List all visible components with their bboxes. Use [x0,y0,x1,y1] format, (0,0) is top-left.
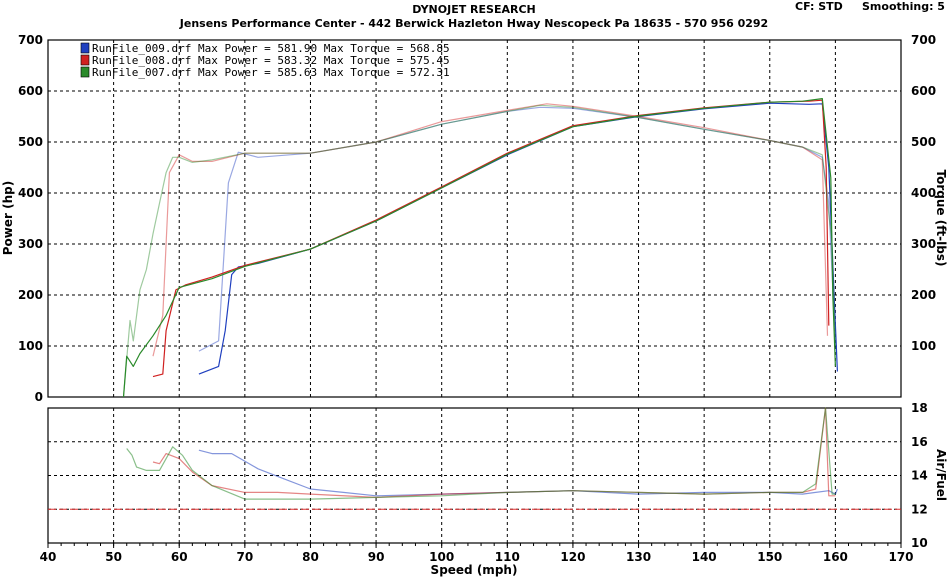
y-tick-label-power: 600 [18,84,43,98]
x-tick-label: 100 [429,550,454,564]
air-fuel-series [126,407,838,500]
smoothing-label: Smoothing: 5 [862,0,945,13]
x-tick-label: 50 [105,550,122,564]
y-tick-label-air-fuel: 18 [911,401,928,415]
torque-curve [152,103,829,357]
y-tick-label-power: 100 [18,339,43,353]
x-tick-label: 70 [236,550,253,564]
x-tick-label: 150 [757,550,782,564]
power-torque-frame [47,39,902,398]
y-axis-label-air-fuel: Air/Fuel [934,449,948,501]
legend-swatch [80,42,90,54]
y-tick-label-torque: 600 [911,84,936,98]
y-tick-label-power: 300 [18,237,43,251]
y-axis-label-torque: Torque (ft-lbs) [934,170,948,267]
y-tick-label-power: 500 [18,135,43,149]
y-tick-label-torque: 100 [911,339,936,353]
air-fuel-curve [126,407,836,500]
y-tick-label-torque: 200 [911,288,936,302]
x-tick-label: 160 [823,550,848,564]
y-tick-label-power: 400 [18,186,43,200]
x-tick-label: 170 [888,550,913,564]
x-axis-label-speed: Speed (mph) [431,563,518,577]
y-tick-label-air-fuel: 10 [911,536,928,550]
legend: RunFile_009.drf Max Power = 581.90 Max T… [80,42,450,79]
legend-swatch [80,66,90,78]
torque-curve [198,106,836,352]
x-tick-label: 90 [368,550,385,564]
air-fuel-curve [198,449,838,497]
legend-entry: RunFile_009.drf Max Power = 581.90 Max T… [92,42,450,55]
chart-subtitle: Jensens Performance Center - 442 Berwick… [179,17,768,30]
air-fuel-grid [47,407,902,544]
y-axis-label-power: Power (hp) [1,181,15,255]
x-tick-label: 80 [302,550,319,564]
y-tick-label-air-fuel: 16 [911,435,928,449]
legend-entry: RunFile_007.drf Max Power = 585.63 Max T… [92,66,450,79]
y-tick-label-air-fuel: 12 [911,502,928,516]
y-tick-label-torque: 400 [911,186,936,200]
air-fuel-curve [152,407,836,498]
x-tick-label: 120 [560,550,585,564]
legend-swatch [80,54,90,66]
y-tick-label-torque: 500 [911,135,936,149]
y-tick-label-power: 200 [18,288,43,302]
chart-title: DYNOJET RESEARCH [412,3,535,16]
power-curve [152,99,830,378]
x-tick-label: 40 [40,550,57,564]
x-tick-label: 110 [495,550,520,564]
correction-factor-label: CF: STD [795,0,843,13]
x-tick-label: 130 [626,550,651,564]
power-torque-grid [47,39,902,398]
x-tick-label: 60 [171,550,188,564]
y-tick-label-torque: 700 [911,33,936,47]
y-tick-label-air-fuel: 14 [911,469,928,483]
power-curve [122,97,836,398]
y-tick-label-power: 700 [18,33,43,47]
axis-ticks: 40 50 60 70 80 90 100 110 120 130 140 150 160 170 0 100… [18,33,936,564]
legend-entry: RunFile_008.drf Max Power = 583.32 Max T… [92,54,450,67]
y-tick-label-torque: 300 [911,237,936,251]
power-torque-series [122,97,838,398]
torque-curve [122,104,836,398]
y-tick-label-power: 0 [35,390,43,404]
x-tick-label: 140 [692,550,717,564]
power-curve [198,102,838,375]
